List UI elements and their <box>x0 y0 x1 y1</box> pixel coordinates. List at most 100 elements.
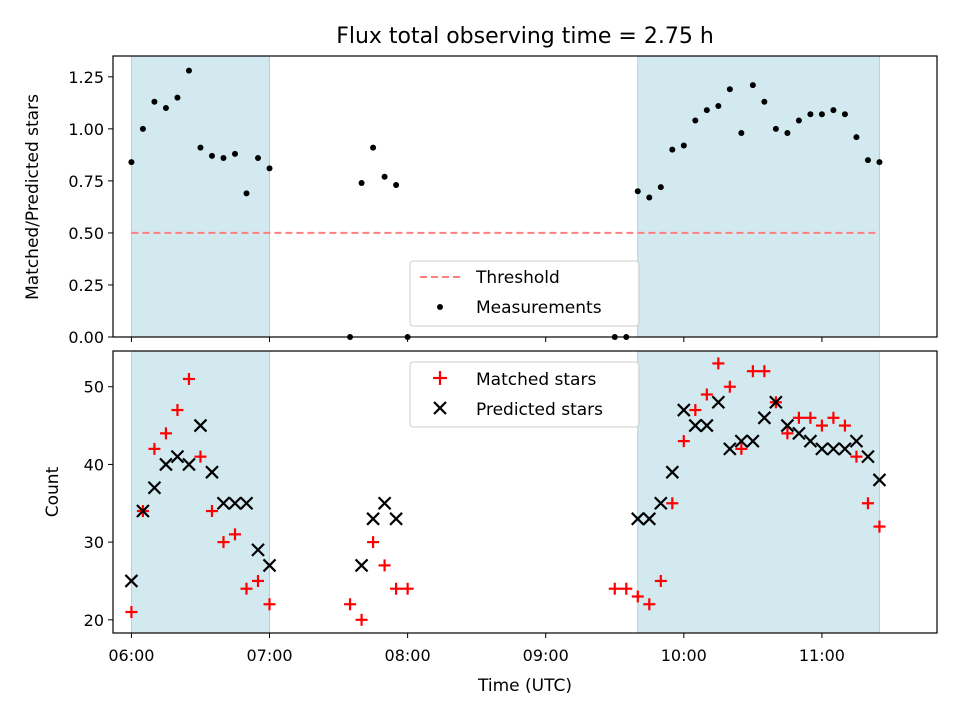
ratio-y-tick-label: 0.75 <box>68 172 104 191</box>
measurement-point <box>358 179 365 186</box>
ratio-y-tick-label: 1.00 <box>68 120 104 139</box>
predicted-star-point <box>170 449 185 464</box>
predicted-star-point <box>366 512 380 526</box>
ratio-y-tick-label: 0.25 <box>68 276 104 295</box>
count-legend: Matched stars Predicted stars <box>409 361 640 428</box>
x-axis-label: Time (UTC) <box>477 676 572 696</box>
count-x-tick-label: 07:00 <box>246 646 292 665</box>
matched-star-point <box>689 404 702 417</box>
count-x-tick-label: 08:00 <box>385 646 431 665</box>
predicted-star-point <box>654 496 668 511</box>
matched-star-point <box>723 380 736 393</box>
count-x-tick-label: 10:00 <box>661 646 707 665</box>
count-panel-frame <box>112 350 938 634</box>
predicted-star-point <box>700 418 714 433</box>
measurement-point <box>185 67 192 74</box>
matched-star-point <box>355 613 368 626</box>
measurement-point <box>749 82 756 89</box>
measurement-point <box>208 152 215 159</box>
predicted-legend-swatch <box>433 401 447 415</box>
predicted-star-point <box>642 512 657 526</box>
measurement-point <box>830 107 837 114</box>
matched-star-point <box>182 372 195 385</box>
predicted-star-point <box>205 465 219 479</box>
matched-star-point <box>240 582 253 595</box>
measurement-point <box>220 154 227 161</box>
matched-star-point <box>873 520 886 533</box>
matched-star-point <box>125 606 138 619</box>
matched-star-point <box>850 450 863 463</box>
measurements-legend-swatch <box>437 304 443 310</box>
predicted-star-point <box>757 411 772 425</box>
predicted-star-point <box>377 496 392 511</box>
measurement-point <box>243 190 250 197</box>
ratio-y-tick-label: 0.50 <box>68 224 104 243</box>
measurement-point <box>761 98 768 105</box>
ratio-legend: Threshold Measurements <box>409 260 640 327</box>
predicted-star-point <box>182 457 196 472</box>
predicted-star-point <box>193 418 208 433</box>
matched-star-point <box>712 357 725 370</box>
matched-star-point <box>367 536 380 549</box>
measurement-point <box>266 165 273 172</box>
predicted-star-point <box>147 480 162 495</box>
measurement-point <box>128 159 135 166</box>
predicted-star-point <box>159 457 173 472</box>
predicted-star-point <box>262 558 277 573</box>
ratio-panel: 0.00 0.25 0.50 0.75 1.00 1.25 Matched/Predict… <box>23 55 938 347</box>
predicted-star-point <box>688 418 703 433</box>
matched-star-point <box>654 574 667 587</box>
matched-star-point <box>263 598 276 611</box>
count-observing-window-0 <box>130 350 271 634</box>
matched-star-point <box>194 450 207 463</box>
ratio-panel-frame <box>112 55 938 338</box>
measurement-point <box>646 194 653 201</box>
matched-star-point <box>815 419 828 432</box>
measurement-point <box>841 111 848 118</box>
predicted-star-point <box>239 496 254 511</box>
measurement-point <box>807 111 814 118</box>
measurement-point <box>197 144 204 151</box>
measurement-point <box>818 111 825 118</box>
measurement-point <box>669 146 676 153</box>
measurement-point <box>174 94 181 101</box>
count-x-tick-label: 09:00 <box>523 646 569 665</box>
measurements-legend-label: Measurements <box>476 298 602 318</box>
matched-legend-label: Matched stars <box>476 370 596 390</box>
measurement-point <box>772 125 779 132</box>
predicted-star-point <box>677 403 691 417</box>
count-x-tick-label: 06:00 <box>108 646 154 665</box>
matched-star-point <box>148 442 161 455</box>
predicted-star-point <box>838 442 852 456</box>
predicted-star-point <box>723 442 737 456</box>
ratio-observing-window-0 <box>130 55 271 338</box>
matched-star-point <box>827 411 840 424</box>
measurement-point <box>634 188 641 195</box>
matched-star-point <box>228 528 241 541</box>
matched-star-point <box>401 582 414 595</box>
predicted-star-point <box>665 465 680 479</box>
matched-star-point <box>217 536 230 549</box>
predicted-star-point <box>780 418 795 433</box>
measurement-point <box>876 159 883 166</box>
predicted-star-point <box>136 504 150 518</box>
measurement-point <box>139 125 146 132</box>
measurement-point <box>151 98 158 105</box>
matched-star-point <box>252 574 265 587</box>
matched-star-point <box>631 590 644 603</box>
matched-star-point <box>620 582 633 595</box>
matched-star-point <box>804 411 817 424</box>
predicted-star-point <box>769 395 783 410</box>
threshold-legend-label: Threshold <box>475 268 560 288</box>
predicted-star-point <box>803 434 818 448</box>
predicted-star-point <box>711 395 726 410</box>
predicted-star-point <box>815 442 829 456</box>
measurement-point <box>715 102 722 109</box>
matched-star-point <box>781 427 794 440</box>
matched-star-point <box>666 497 679 510</box>
matched-star-point <box>205 505 218 518</box>
measurement-point <box>692 117 699 124</box>
measurement-point <box>680 142 687 149</box>
predicted-legend-label: Predicted stars <box>476 400 603 420</box>
predicted-star-point <box>861 449 875 464</box>
